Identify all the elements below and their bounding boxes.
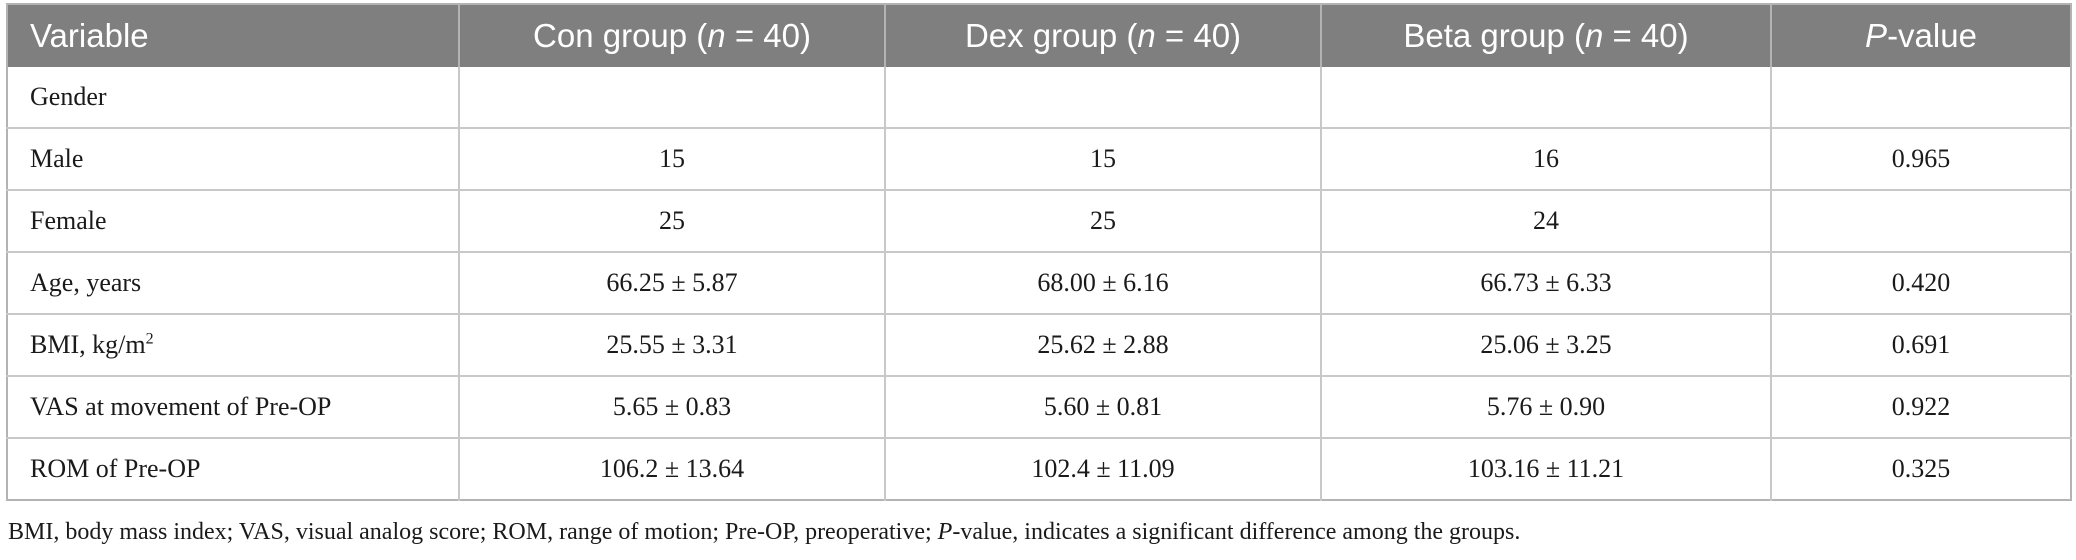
row-label: Gender [30,82,107,111]
table-row: VAS at movement of Pre-OP 5.65 ± 0.83 5.… [7,375,2071,438]
dex-value: 15 [884,127,1321,190]
p-value: 0.922 [1770,375,2071,438]
header-variable: Variable [7,4,459,67]
beta-value: 5.76 ± 0.90 [1320,375,1771,438]
table-container: Variable Con group (n = 40) Dex group (n… [6,3,2072,546]
con-value: 25.55 ± 3.31 [458,313,885,376]
row-label: Male [7,127,459,190]
header-p-value: P-value [1770,4,2071,67]
con-value: 15 [458,127,885,190]
header-con-group: Con group (n = 40) [458,4,885,67]
beta-value: 16 [1320,127,1771,190]
row-label: Age, years [7,251,459,314]
con-value: 25 [458,189,885,252]
table-row: ROM of Pre-OP 106.2 ± 13.64 102.4 ± 11.0… [7,437,2071,500]
row-label: BMI, kg/m2 [7,313,459,376]
header-beta-group: Beta group (n = 40) [1320,4,1771,67]
header-dex-group: Dex group (n = 40) [884,4,1321,67]
table-row: Gender [7,67,2071,128]
dex-value [884,67,1321,128]
beta-value: 24 [1320,189,1771,252]
con-value [458,67,885,128]
table-row: Age, years 66.25 ± 5.87 68.00 ± 6.16 66.… [7,251,2071,314]
p-value [1770,189,2071,252]
row-label: VAS at movement of Pre-OP [7,375,459,438]
p-value: 0.420 [1770,251,2071,314]
p-value: 0.325 [1770,437,2071,500]
table-body: Gender Male 15 15 16 0.965 Female 25 25 … [7,67,2071,500]
data-table: Variable Con group (n = 40) Dex group (n… [6,3,2072,501]
p-value: 0.965 [1770,127,2071,190]
row-label: ROM of Pre-OP [7,437,459,500]
con-value: 5.65 ± 0.83 [458,375,885,438]
dex-value: 68.00 ± 6.16 [884,251,1321,314]
beta-value: 66.73 ± 6.33 [1320,251,1771,314]
dex-value: 25.62 ± 2.88 [884,313,1321,376]
beta-value [1320,67,1771,128]
dex-value: 25 [884,189,1321,252]
table-row: BMI, kg/m2 25.55 ± 3.31 25.62 ± 2.88 25.… [7,313,2071,376]
dex-value: 102.4 ± 11.09 [884,437,1321,500]
con-value: 66.25 ± 5.87 [458,251,885,314]
con-value: 106.2 ± 13.64 [458,437,885,500]
table-row: Female 25 25 24 [7,189,2071,252]
beta-value: 25.06 ± 3.25 [1320,313,1771,376]
beta-value: 103.16 ± 11.21 [1320,437,1771,500]
header-row: Variable Con group (n = 40) Dex group (n… [7,4,2071,67]
p-value [1770,67,2071,128]
row-label: Female [7,189,459,252]
table-header: Variable Con group (n = 40) Dex group (n… [7,4,2071,67]
p-value: 0.691 [1770,313,2071,376]
table-row: Male 15 15 16 0.965 [7,127,2071,190]
table-footnote: BMI, body mass index; VAS, visual analog… [8,519,1521,545]
dex-value: 5.60 ± 0.81 [884,375,1321,438]
